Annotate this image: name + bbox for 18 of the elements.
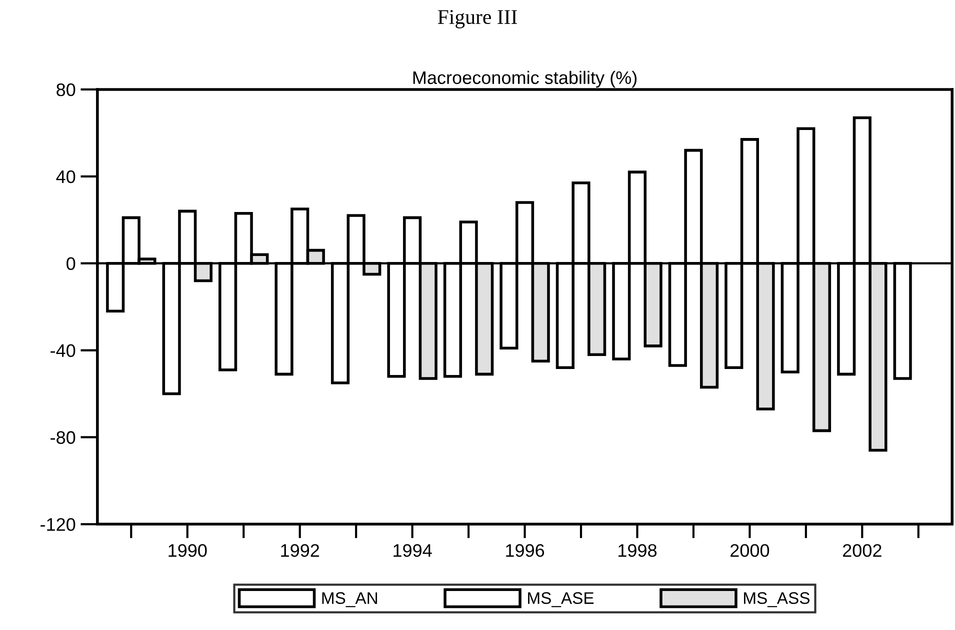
y-tick-label: -80 [50, 431, 76, 444]
legend-label: MS_ASE [528, 592, 594, 608]
x-tick-label: 1998 [618, 544, 657, 557]
y-tick-label: 0 [66, 257, 76, 270]
x-tick-label: 2000 [730, 544, 770, 557]
y-tick-label: -40 [50, 344, 76, 357]
y-tick-label: 80 [56, 83, 76, 96]
legend-label: MS_AN [322, 592, 378, 608]
x-tick-label: 2002 [842, 544, 882, 557]
chart-title: Figure III [438, 10, 517, 28]
x-tick-label: 1994 [394, 544, 432, 557]
chart-subtitle: Macroeconomic stability (%) [413, 70, 637, 88]
y-tick-label: -120 [40, 518, 76, 531]
y-tick-label: 40 [56, 170, 76, 184]
x-tick-label: 1990 [168, 544, 207, 557]
x-tick-label: 1996 [506, 544, 544, 557]
legend-label: MS_ASS [744, 592, 810, 608]
x-tick-label: 1992 [281, 544, 320, 557]
